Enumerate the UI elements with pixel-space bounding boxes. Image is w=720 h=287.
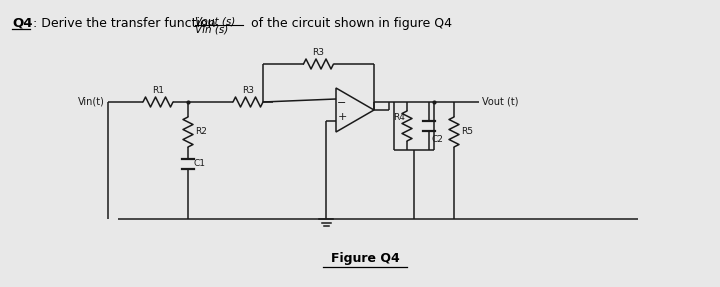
Text: : Derive the transfer function: : Derive the transfer function <box>33 17 215 30</box>
Text: Vin (s): Vin (s) <box>195 25 228 35</box>
Text: R4: R4 <box>393 113 405 123</box>
Text: +: + <box>337 112 347 122</box>
Text: C1: C1 <box>193 160 205 168</box>
Text: Figure Q4: Figure Q4 <box>330 252 400 265</box>
Text: of the circuit shown in figure Q4: of the circuit shown in figure Q4 <box>247 17 452 30</box>
Text: R1: R1 <box>152 86 164 95</box>
Text: Q4: Q4 <box>12 17 32 30</box>
Text: Vin(t): Vin(t) <box>78 97 105 107</box>
Text: −: − <box>337 98 347 108</box>
Text: R2: R2 <box>195 127 207 137</box>
Text: R3: R3 <box>242 86 254 95</box>
Text: C2: C2 <box>432 135 444 144</box>
Text: R3: R3 <box>312 48 325 57</box>
Text: R5: R5 <box>461 127 473 137</box>
Text: Vout (s): Vout (s) <box>195 16 235 26</box>
Text: Vout (t): Vout (t) <box>482 97 518 107</box>
